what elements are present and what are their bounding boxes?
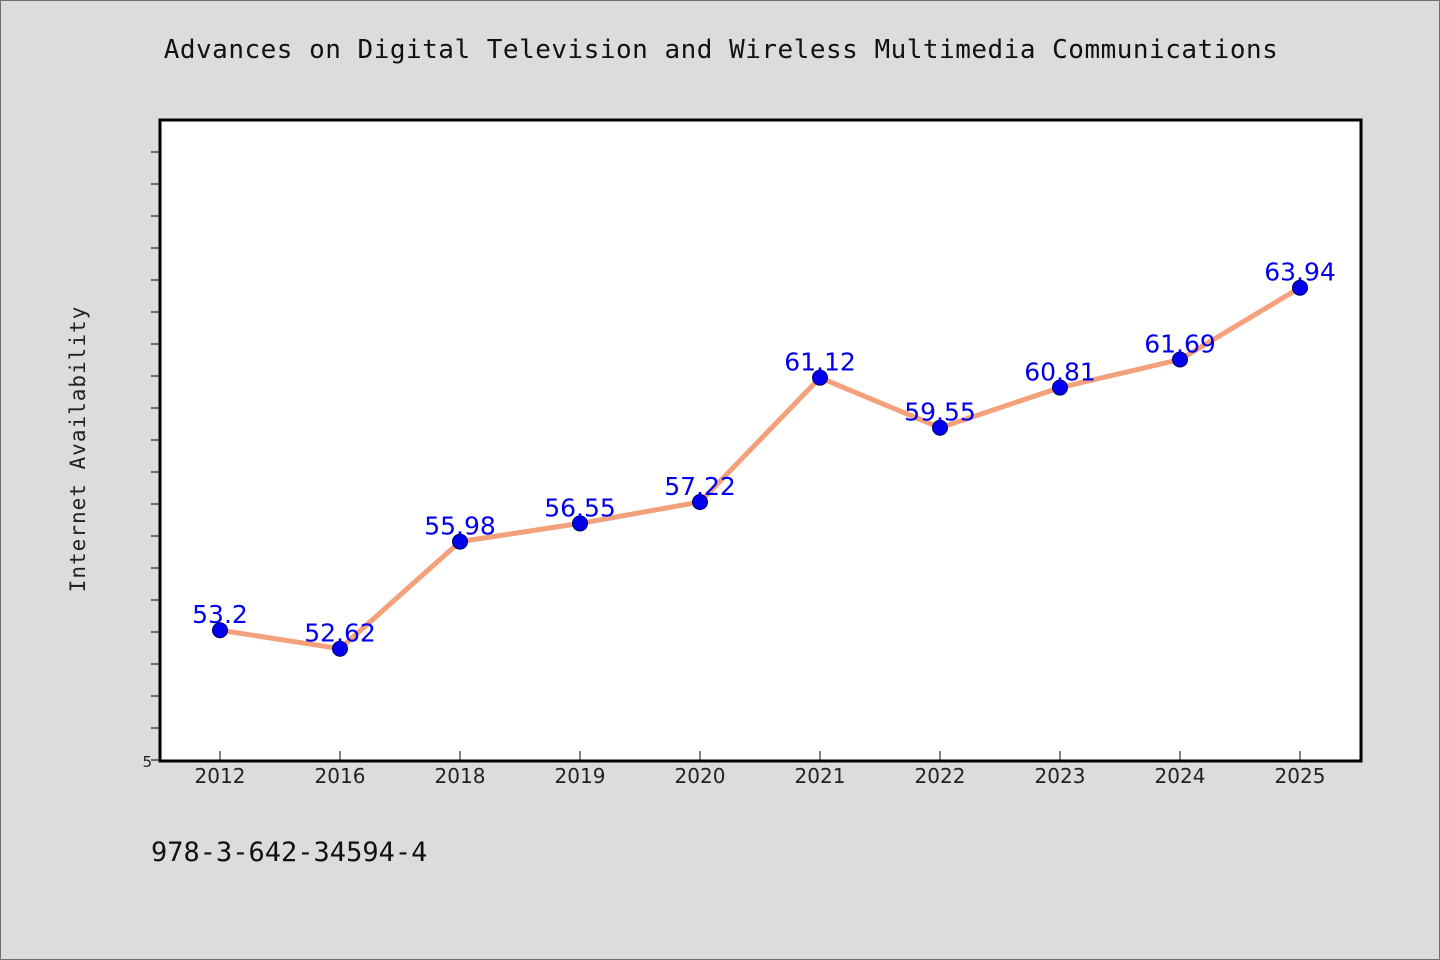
data-point-2024 <box>1172 351 1188 368</box>
data-label-2012: 53.2 <box>192 600 248 629</box>
data-point-2025 <box>1292 279 1308 296</box>
data-label-2024: 61.69 <box>1144 329 1216 358</box>
x-tick-label-2024: 2024 <box>1155 764 1206 788</box>
x-tick-label-2018: 2018 <box>435 764 486 788</box>
y-tick-label-0: 5 <box>142 753 152 771</box>
x-tick-label-2025: 2025 <box>1275 764 1326 788</box>
data-point-2023 <box>1052 379 1068 396</box>
x-tick-label-2020: 2020 <box>675 764 726 788</box>
plot-frame <box>158 118 1363 763</box>
data-point-2022 <box>932 419 948 436</box>
data-label-2023: 60.81 <box>1024 358 1096 387</box>
data-label-2019: 56.55 <box>544 493 616 522</box>
data-point-2016 <box>332 640 348 657</box>
series-line-path <box>217 285 1303 652</box>
data-label-2020: 57.22 <box>664 472 736 501</box>
y-tick-labels: 5 <box>142 753 152 771</box>
x-tick-label-2012: 2012 <box>195 764 246 788</box>
tick-marks <box>151 151 1301 761</box>
data-point-2020 <box>692 494 708 511</box>
data-label-2016: 52.62 <box>304 619 376 648</box>
series-line <box>217 285 1303 652</box>
data-label-2021: 61.12 <box>784 348 856 377</box>
x-tick-label-2019: 2019 <box>555 764 606 788</box>
data-labels: 53.2 52.62 55.98 56.55 57.22 61.12 59.55 60.81 6… <box>192 258 1336 648</box>
x-tick-labels: 2012 2016 2018 2019 2020 2021 2022 2023 2024 2025 <box>195 764 1326 788</box>
data-point-2012 <box>212 622 228 639</box>
x-tick-label-2022: 2022 <box>915 764 966 788</box>
x-tick-label-2021: 2021 <box>795 764 846 788</box>
data-points <box>212 279 1308 657</box>
data-point-2019 <box>572 515 588 532</box>
data-label-2022: 59.55 <box>904 398 976 427</box>
chart-title: Advances on Digital Television and Wirel… <box>163 35 1279 65</box>
data-point-2018 <box>452 533 468 550</box>
data-label-2018: 55.98 <box>424 512 496 541</box>
data-point-2021 <box>812 369 828 386</box>
isbn-text: 978-3-642-34594-4 <box>151 837 428 868</box>
x-tick-label-2016: 2016 <box>315 764 366 788</box>
data-label-2025: 63.94 <box>1264 258 1336 287</box>
x-tick-label-2023: 2023 <box>1035 764 1086 788</box>
